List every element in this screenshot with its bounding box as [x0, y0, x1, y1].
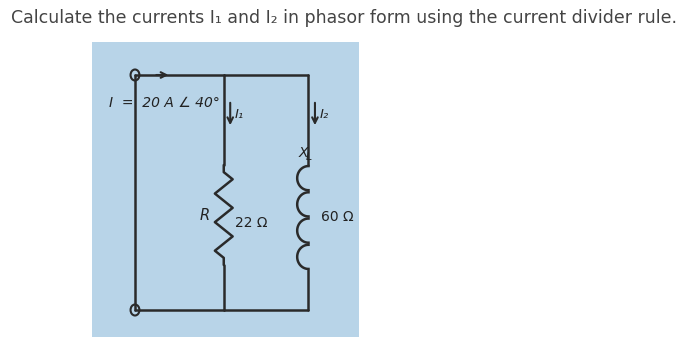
FancyBboxPatch shape [92, 42, 358, 337]
Text: X: X [299, 146, 308, 160]
Text: 22 Ω: 22 Ω [235, 216, 268, 230]
Text: 60 Ω: 60 Ω [321, 210, 354, 224]
Text: I₁: I₁ [235, 108, 244, 120]
Text: L: L [305, 152, 312, 162]
Text: R: R [199, 208, 209, 223]
Text: I  =  20 A ∠ 40°: I = 20 A ∠ 40° [109, 96, 220, 110]
Text: Calculate the currents I₁ and I₂ in phasor form using the current divider rule.: Calculate the currents I₁ and I₂ in phas… [11, 9, 677, 27]
Text: I₂: I₂ [320, 108, 329, 120]
